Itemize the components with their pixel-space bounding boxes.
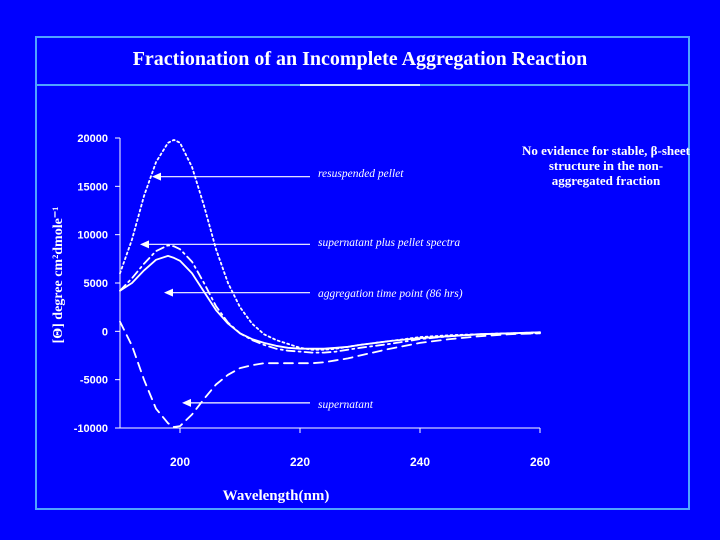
slide-frame: [35, 36, 690, 510]
title-divider-highlight: [300, 84, 420, 86]
y-tick-label: -5000: [80, 375, 108, 387]
annotation-arrowhead: [182, 398, 191, 407]
y-tick-label: -10000: [74, 423, 108, 435]
y-tick-label: 20000: [77, 133, 108, 145]
y-tick-label: 5000: [84, 278, 108, 290]
series-line-supernatant: [119, 320, 541, 428]
annotation-label: supernatant plus pellet spectra: [318, 237, 460, 249]
x-tick-label: 260: [530, 455, 550, 469]
annotation-arrowhead: [140, 240, 149, 249]
y-axis-label: [Θ] degree cm²dmole⁻¹: [51, 207, 66, 344]
series-line-aggregation-time-point-86-hrs: [119, 254, 541, 350]
x-tick-label: 240: [410, 455, 430, 469]
x-tick-label: 220: [290, 455, 310, 469]
y-tick-label: 10000: [77, 230, 108, 242]
annotation-label: supernatant: [318, 399, 374, 411]
y-tick-label: 0: [102, 326, 108, 338]
series-line-supernatant-plus-pellet-spectra: [119, 244, 541, 354]
x-tick-label: 200: [170, 455, 190, 469]
annotation-arrowhead: [152, 172, 161, 181]
side-note: No evidence for stable, β-sheet structur…: [522, 143, 690, 188]
annotation-arrowhead: [164, 288, 173, 297]
x-axis-label: Wavelength(nm): [223, 488, 330, 504]
slide-title: Fractionation of an Incomplete Aggregati…: [132, 48, 588, 70]
annotation-label: resuspended pellet: [318, 168, 404, 180]
y-tick-label: 15000: [77, 181, 108, 193]
annotation-label: aggregation time point (86 hrs): [318, 288, 463, 300]
